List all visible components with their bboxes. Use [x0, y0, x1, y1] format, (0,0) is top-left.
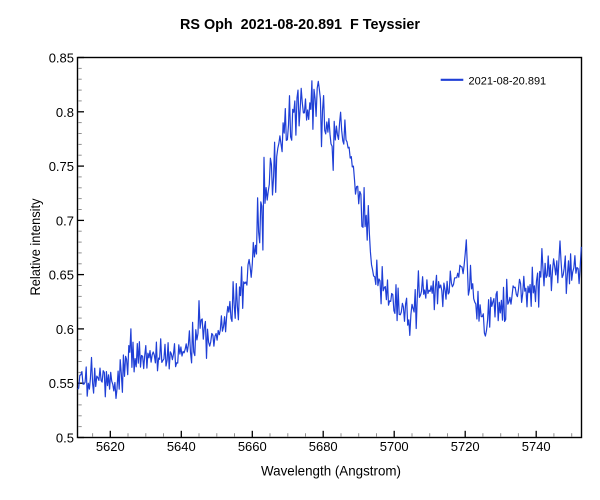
svg-text:0.6: 0.6	[56, 322, 74, 337]
svg-text:5740: 5740	[522, 439, 551, 454]
svg-text:RS Oph 2021-08-20.891 F Teys: RS Oph 2021-08-20.891 F Teyssier	[180, 16, 420, 33]
svg-text:5720: 5720	[451, 439, 480, 454]
svg-text:0.7: 0.7	[56, 213, 74, 228]
svg-text:0.8: 0.8	[56, 105, 74, 120]
svg-text:0.75: 0.75	[49, 159, 74, 174]
svg-text:Relative intensity: Relative intensity	[28, 198, 43, 295]
svg-text:5620: 5620	[96, 439, 125, 454]
svg-text:0.5: 0.5	[56, 431, 74, 446]
svg-text:0.85: 0.85	[49, 51, 74, 66]
svg-text:5680: 5680	[309, 439, 338, 454]
svg-text:Wavelength (Angstrom): Wavelength (Angstrom)	[261, 463, 401, 479]
svg-text:2021-08-20.891: 2021-08-20.891	[469, 76, 547, 88]
svg-text:5660: 5660	[238, 439, 267, 454]
svg-text:0.65: 0.65	[49, 268, 74, 283]
svg-text:5700: 5700	[380, 439, 409, 454]
svg-text:0.55: 0.55	[49, 376, 74, 391]
svg-text:5640: 5640	[167, 439, 196, 454]
